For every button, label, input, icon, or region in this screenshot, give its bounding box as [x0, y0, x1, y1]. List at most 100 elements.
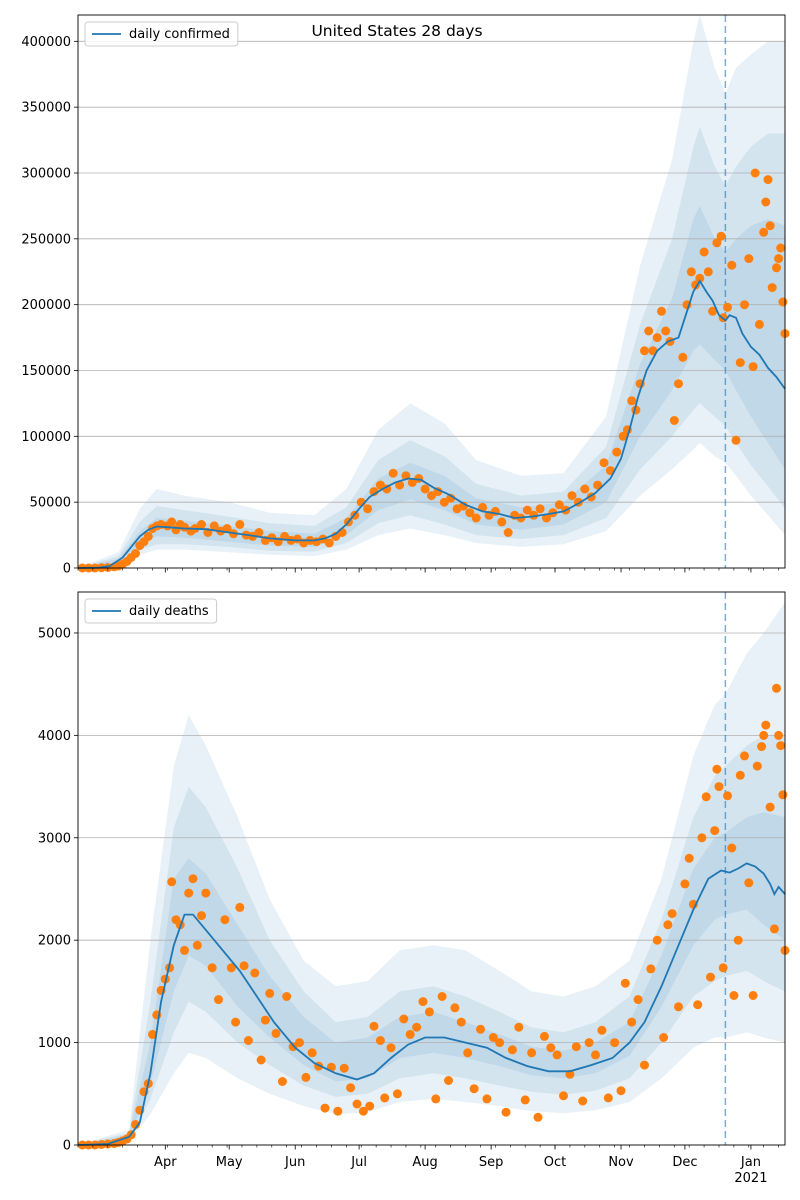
- xtick-label-May: May: [216, 1155, 243, 1170]
- confirmed-point-30: [235, 520, 245, 529]
- deaths-point-40: [271, 1028, 281, 1038]
- deaths-point-23: [184, 888, 194, 898]
- deaths-point-112: [706, 972, 715, 982]
- deaths-point-10: [131, 1120, 140, 1129]
- deaths-point-82: [533, 1112, 543, 1122]
- confirmed-point-99: [657, 306, 666, 316]
- confirmed-point-112: [712, 238, 722, 248]
- deaths-point-80: [520, 1095, 530, 1105]
- confirmed-point-106: [686, 267, 696, 277]
- confirmed-point-62: [439, 497, 449, 507]
- deaths-point-101: [652, 935, 662, 945]
- deaths-point-53: [352, 1099, 362, 1109]
- deaths-point-22: [180, 945, 189, 955]
- deaths-point-52: [346, 1083, 356, 1093]
- confirmed-point-82: [567, 491, 577, 501]
- deaths-point-42: [282, 992, 292, 1001]
- confirmed-point-53: [382, 484, 392, 494]
- confirmed-point-108: [695, 273, 705, 283]
- deaths-point-71: [463, 1048, 473, 1058]
- confirmed-plot-frame: [77, 14, 786, 569]
- confirmed-point-76: [529, 510, 539, 520]
- deaths-point-37: [256, 1055, 266, 1065]
- confirmed-point-96: [644, 326, 654, 336]
- deaths-ytick-label-0: 0: [63, 1139, 71, 1154]
- deaths-point-69: [450, 1003, 460, 1013]
- deaths-point-104: [667, 909, 677, 919]
- deaths-band-1: [78, 602, 785, 1145]
- xtick-label-Oct: Oct: [544, 1155, 566, 1170]
- deaths-point-39: [265, 988, 275, 998]
- deaths-point-65: [424, 1007, 434, 1017]
- deaths-point-70: [456, 1017, 466, 1027]
- confirmed-point-110: [703, 267, 713, 277]
- deaths-ytick-label-3000: 3000: [38, 831, 71, 846]
- deaths-point-90: [584, 1038, 594, 1048]
- deaths-point-32: [231, 1017, 241, 1027]
- confirmed-point-63: [446, 493, 456, 503]
- xtick-label-Aug: Aug: [412, 1155, 437, 1170]
- confirmed-point-104: [678, 352, 688, 362]
- confirmed-point-124: [759, 227, 769, 237]
- deaths-point-118: [727, 843, 737, 853]
- confirmed-point-129: [772, 263, 781, 273]
- confirmed-point-103: [674, 379, 683, 389]
- confirmed-model-line: [77, 279, 786, 569]
- deaths-point-72: [469, 1084, 479, 1094]
- deaths-point-131: [772, 683, 781, 693]
- deaths-point-74: [482, 1094, 492, 1104]
- confirmed-point-128: [767, 283, 777, 293]
- confirmed-ytick-label-100000: 100000: [21, 430, 71, 445]
- deaths-point-128: [761, 720, 771, 730]
- deaths-point-117: [723, 791, 732, 801]
- confirmed-ytick-label-150000: 150000: [21, 364, 71, 379]
- deaths-point-86: [559, 1091, 568, 1101]
- confirmed-point-132: [778, 297, 788, 307]
- deaths-point-44: [295, 1038, 304, 1048]
- deaths-point-51: [339, 1063, 349, 1073]
- deaths-point-57: [375, 1036, 385, 1045]
- confirmed-point-122: [750, 168, 760, 178]
- confirmed-point-60: [427, 491, 436, 501]
- confirmed-legend: daily confirmed: [84, 21, 239, 47]
- deaths-point-93: [603, 1093, 613, 1103]
- confirmed-observed-points: [77, 168, 790, 573]
- deaths-point-124: [748, 991, 758, 1000]
- deaths-observed-points: [77, 683, 790, 1150]
- deaths-point-84: [546, 1043, 556, 1053]
- confirmed-ytick-label-400000: 400000: [21, 35, 71, 50]
- confirmed-point-111: [708, 306, 718, 316]
- deaths-point-50: [333, 1106, 343, 1116]
- deaths-panel: 0 1000 2000 3000 4000 5000 Apr May Jun Jul Aug Sep…: [38, 591, 790, 1186]
- confirmed-ytick-label-300000: 300000: [21, 167, 71, 182]
- deaths-point-114: [712, 764, 722, 774]
- confirmed-point-118: [735, 358, 745, 368]
- confirmed-point-86: [593, 480, 603, 490]
- deaths-point-83: [539, 1031, 549, 1041]
- confirmed-point-117: [731, 435, 741, 445]
- deaths-point-68: [444, 1076, 453, 1085]
- deaths-point-92: [597, 1025, 607, 1035]
- deaths-point-121: [735, 770, 745, 780]
- deaths-point-132: [774, 730, 784, 740]
- deaths-legend-label: daily deaths: [129, 604, 209, 619]
- confirmed-point-71: [497, 517, 507, 527]
- deaths-point-123: [744, 878, 754, 888]
- deaths-point-75: [488, 1033, 498, 1042]
- confirmed-ytick-label-200000: 200000: [21, 298, 71, 313]
- deaths-point-59: [386, 1043, 396, 1053]
- deaths-band-3: [78, 812, 785, 1145]
- deaths-point-100: [646, 964, 656, 974]
- confirmed-legend-label: daily confirmed: [129, 27, 230, 42]
- deaths-point-48: [320, 1103, 330, 1113]
- confirmed-point-113: [716, 231, 726, 241]
- xtick-label-Jan: Jan: [740, 1155, 761, 1170]
- deaths-point-58: [380, 1093, 390, 1103]
- deaths-point-89: [578, 1096, 588, 1106]
- confirmed-point-67: [471, 513, 481, 523]
- confirmed-point-119: [740, 300, 749, 310]
- deaths-point-73: [476, 1024, 485, 1034]
- deaths-legend-box: [84, 598, 218, 624]
- deaths-point-107: [684, 853, 694, 863]
- confirmed-point-120: [744, 254, 754, 264]
